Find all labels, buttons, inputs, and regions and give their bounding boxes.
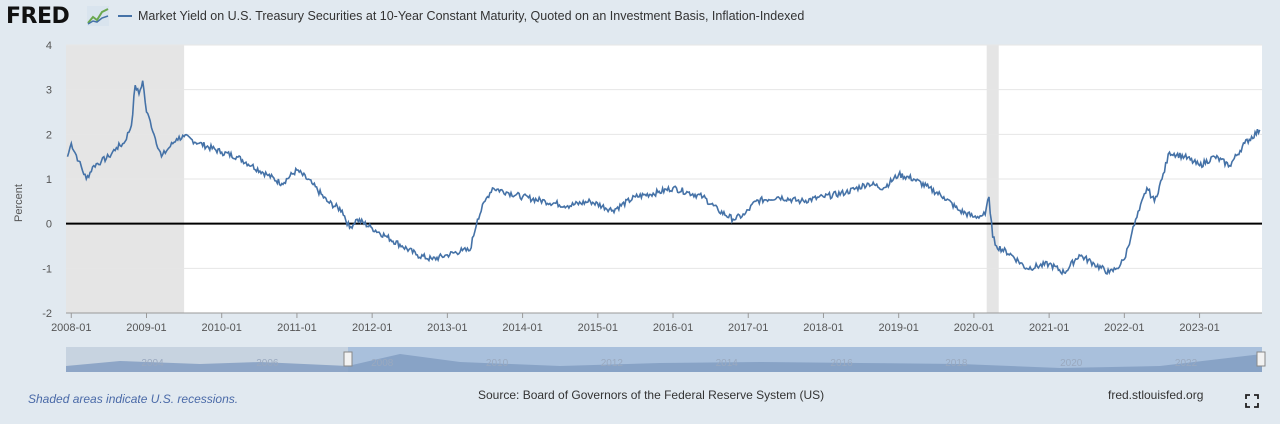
navigator-tick-label: 2018 bbox=[945, 358, 968, 369]
y-tick-label: 1 bbox=[46, 174, 52, 186]
navigator-tick-label: 2016 bbox=[830, 358, 853, 369]
legend-swatch bbox=[118, 15, 132, 17]
x-tick-label: 2018-01 bbox=[803, 322, 843, 334]
navigator[interactable]: 2004 2006 2008 2010 2012 2014 2016 2018 2020 2022 bbox=[66, 347, 1266, 372]
y-tick-label: 0 bbox=[46, 219, 52, 231]
navigator-series bbox=[66, 354, 1262, 372]
chart-header: FRED Market Yield on U.S. Treasury Secur… bbox=[0, 0, 1280, 36]
x-tick-label: 2012-01 bbox=[352, 322, 392, 334]
navigator-tick-label: 2006 bbox=[256, 358, 279, 369]
x-tick-label: 2009-01 bbox=[126, 322, 166, 334]
navigator-ticks: 2004 2006 2008 2010 2012 2014 2016 2018 2020 2022 bbox=[141, 358, 1197, 369]
x-tick-label: 2023-01 bbox=[1179, 322, 1219, 334]
y-tick-label: -2 bbox=[42, 308, 52, 320]
x-tick-label: 2021-01 bbox=[1029, 322, 1069, 334]
chart-title: Market Yield on U.S. Treasury Securities… bbox=[138, 9, 805, 23]
y-axis: 4 3 2 1 0 -1 -2 bbox=[42, 40, 52, 320]
x-tick-label: 2017-01 bbox=[728, 322, 768, 334]
y-tick-label: 4 bbox=[46, 40, 52, 52]
y-axis-label: Percent bbox=[13, 184, 25, 222]
y-tick-label: 2 bbox=[46, 129, 52, 141]
x-tick-label: 2019-01 bbox=[878, 322, 918, 334]
series-line[interactable] bbox=[66, 80, 1261, 276]
x-tick-label: 2010-01 bbox=[202, 322, 242, 334]
source-text: Source: Board of Governors of the Federa… bbox=[478, 388, 825, 402]
navigator-tick-label: 2004 bbox=[141, 358, 164, 369]
x-tick-label: 2015-01 bbox=[578, 322, 618, 334]
navigator-tick-label: 2010 bbox=[486, 358, 509, 369]
navigator-tick-label: 2022 bbox=[1175, 358, 1198, 369]
fullscreen-icon[interactable] bbox=[1245, 394, 1259, 408]
navigator-tick-label: 2008 bbox=[371, 358, 394, 369]
x-tick-label: 2008-01 bbox=[51, 322, 91, 334]
site-link[interactable]: fred.stlouisfed.org bbox=[1108, 388, 1204, 402]
navigator-handle-left[interactable] bbox=[343, 351, 353, 367]
x-tick-label: 2014-01 bbox=[502, 322, 542, 334]
x-tick-label: 2011-01 bbox=[277, 322, 317, 334]
fred-graph-icon bbox=[87, 6, 109, 26]
navigator-tick-label: 2020 bbox=[1060, 358, 1083, 369]
x-axis: 2008-01 2009-01 2010-01 2011-01 2012-01 2013-… bbox=[51, 313, 1220, 334]
navigator-handle-right[interactable] bbox=[1256, 351, 1266, 367]
navigator-tick-label: 2012 bbox=[601, 358, 624, 369]
recession-note: Shaded areas indicate U.S. recessions. bbox=[28, 392, 239, 406]
x-tick-label: 2016-01 bbox=[653, 322, 693, 334]
x-tick-label: 2013-01 bbox=[427, 322, 467, 334]
fred-logo[interactable]: FRED bbox=[6, 4, 70, 29]
chart-legend: Market Yield on U.S. Treasury Securities… bbox=[118, 9, 804, 23]
navigator-tick-label: 2014 bbox=[716, 358, 739, 369]
y-tick-label: 3 bbox=[46, 85, 52, 97]
y-tick-label: -1 bbox=[42, 263, 52, 275]
x-tick-label: 2020-01 bbox=[954, 322, 994, 334]
x-tick-label: 2022-01 bbox=[1104, 322, 1144, 334]
